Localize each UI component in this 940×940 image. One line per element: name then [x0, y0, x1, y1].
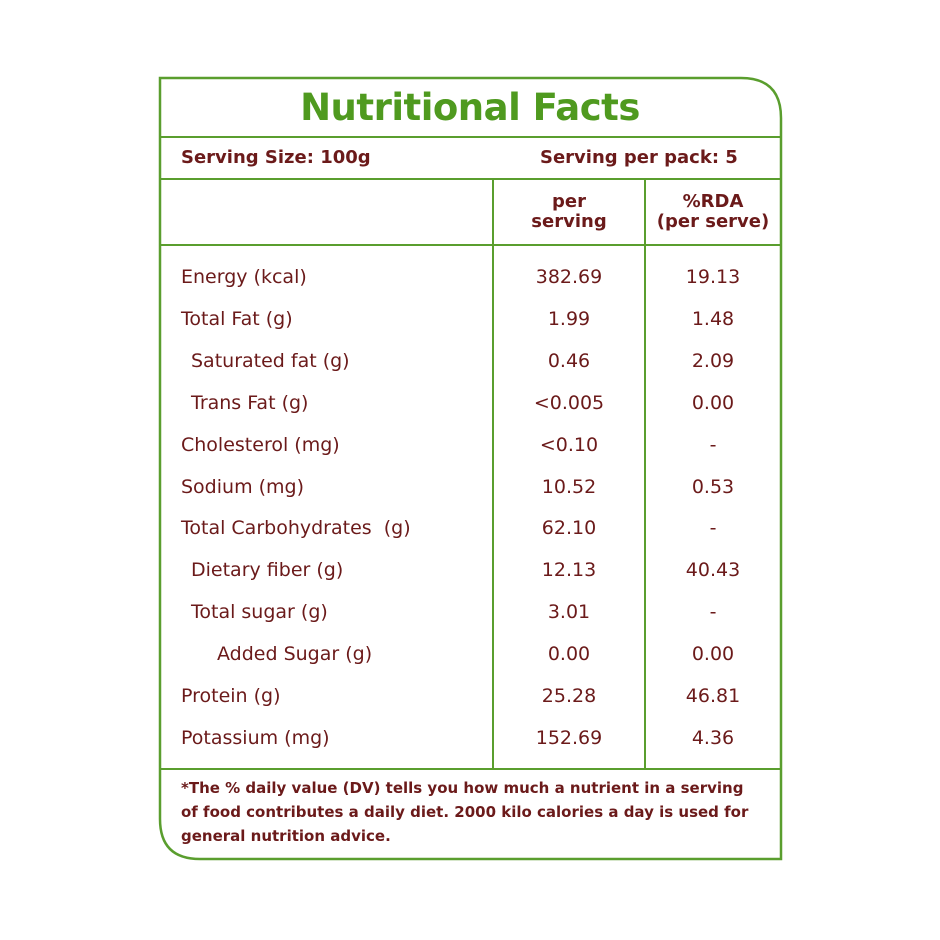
rda: 2.09 — [691, 349, 735, 372]
title: Nutritional Facts — [300, 86, 640, 129]
footnote: *The % daily value (DV) tells you how mu… — [181, 779, 744, 797]
nutrient-name: Dietary fiber (g) — [191, 559, 344, 582]
rda: 0.00 — [691, 391, 735, 414]
rules — [160, 136, 781, 770]
rda: - — [709, 601, 717, 624]
rda: 46.81 — [685, 685, 741, 707]
nutrient-name: Protein (g) — [181, 685, 281, 707]
nutrient-name: Total Fat (g) — [181, 307, 293, 330]
column-header: %RDA — [682, 191, 744, 212]
rda: 19.13 — [685, 266, 741, 288]
column-header: (per serve) — [656, 211, 770, 232]
nutrient-name: Added Sugar (g) — [217, 643, 373, 666]
rda: 0.00 — [691, 643, 735, 666]
serving-size: Serving Size: 100g — [181, 147, 371, 168]
footnote: general nutrition advice. — [181, 827, 391, 845]
nutrient-name: Cholesterol (mg) — [181, 433, 340, 456]
nutrient-name: Potassium (mg) — [181, 726, 330, 749]
nutrient-name: Saturated fat (g) — [191, 349, 350, 372]
serving-per-pack: Serving per pack: 5 — [540, 147, 738, 168]
per-serving: <0.005 — [533, 391, 605, 414]
per-serving: 3.01 — [547, 601, 591, 624]
nutrient-name: Total Carbohydrates (g) — [181, 517, 411, 540]
per-serving: 10.52 — [541, 475, 597, 498]
per-serving: <0.10 — [539, 433, 599, 456]
per-serving: 382.69 — [535, 266, 603, 288]
nutrient-name: Trans Fat (g) — [191, 391, 309, 414]
border — [158, 76, 783, 861]
column-header: serving — [531, 211, 607, 232]
rda: - — [709, 433, 717, 456]
per-serving: 1.99 — [547, 307, 591, 330]
per-serving: 12.13 — [541, 559, 597, 582]
per-serving: 25.28 — [541, 685, 597, 707]
nutrient-name: Sodium (mg) — [181, 475, 305, 498]
footnote: of food contributes a daily diet. 2000 k… — [181, 803, 749, 821]
per-serving: 0.46 — [547, 349, 591, 372]
per-serving: 0.00 — [547, 643, 591, 666]
rda: 4.36 — [691, 726, 735, 749]
column-header: per — [552, 191, 586, 212]
rda: 40.43 — [685, 559, 741, 582]
per-serving: 152.69 — [535, 726, 603, 749]
nutrient-name: Total sugar (g) — [191, 601, 328, 624]
per-serving: 62.10 — [541, 517, 597, 540]
rda: 1.48 — [691, 307, 735, 330]
rda: - — [709, 517, 717, 540]
rda: 0.53 — [691, 475, 735, 498]
nutrient-name: Energy (kcal) — [181, 266, 307, 288]
